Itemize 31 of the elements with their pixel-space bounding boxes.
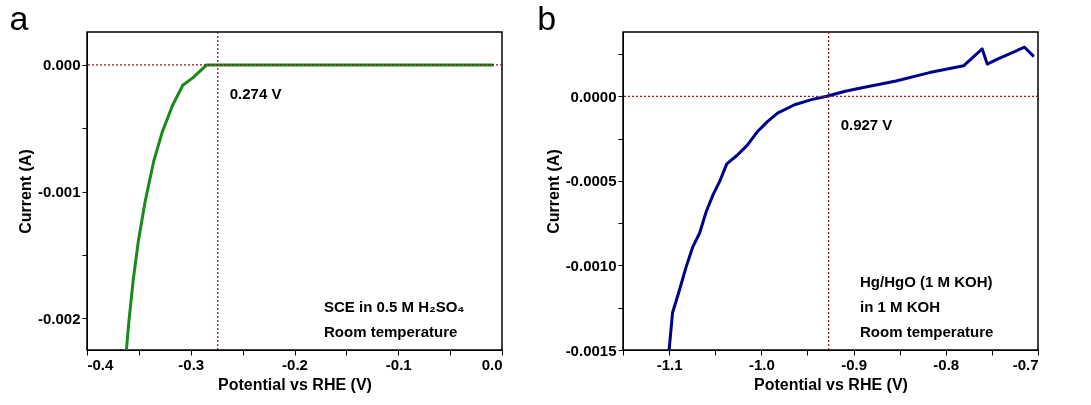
x-tick-label: -1.1 <box>656 355 683 373</box>
annotation: in 1 M KOH <box>860 298 941 315</box>
x-axis-title: Potential vs RHE (V) <box>218 375 372 393</box>
y-axis-title: Current (A) <box>544 149 562 234</box>
x-axis-title: Potential vs RHE (V) <box>754 375 908 393</box>
x-tick-label: -0.9 <box>841 355 867 373</box>
ref-line-label: 0.927 V <box>840 116 893 134</box>
y-tick-label: -0.002 <box>37 309 81 327</box>
annotation: Room temperature <box>324 323 458 340</box>
annotation: SCE in 0.5 M H₂SO₄ <box>324 298 465 315</box>
x-tick-label: -0.8 <box>933 355 960 373</box>
y-axis-title: Current (A) <box>16 149 34 234</box>
y-tick-label: -0.0015 <box>565 341 617 359</box>
y-tick-label: -0.0005 <box>565 172 617 190</box>
x-tick-label: -0.3 <box>178 355 205 373</box>
x-tick-label: 0.0 <box>481 355 503 373</box>
line-series <box>667 45 1035 350</box>
annotation: Room temperature <box>860 323 994 340</box>
y-tick-label: -0.0010 <box>565 256 617 274</box>
annotation: Hg/HgO (1 M KOH) <box>860 273 993 290</box>
ref-line-label: 0.274 V <box>229 84 282 102</box>
x-tick-label: -1.0 <box>748 355 775 373</box>
y-tick-label: -0.001 <box>37 183 81 201</box>
chart-title: a <box>9 0 29 38</box>
x-tick-label: -0.1 <box>385 355 412 373</box>
y-tick-label: 0.0000 <box>570 87 617 105</box>
x-tick-label: -0.7 <box>1012 355 1039 373</box>
x-tick-label: -0.4 <box>87 355 114 373</box>
x-tick-label: -0.2 <box>282 355 308 373</box>
y-tick-label: 0.000 <box>42 56 81 74</box>
chart-title: b <box>537 0 557 38</box>
